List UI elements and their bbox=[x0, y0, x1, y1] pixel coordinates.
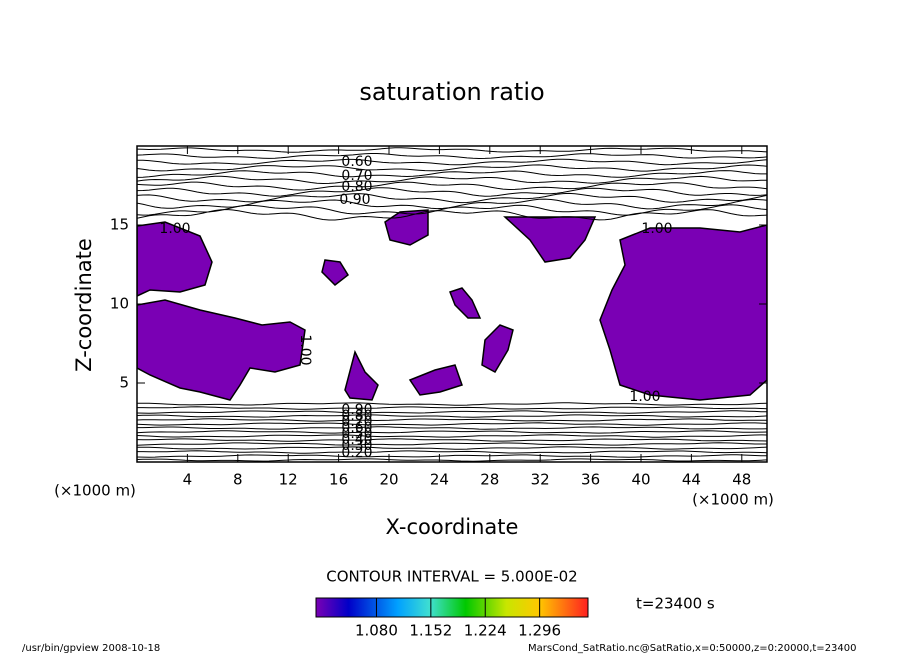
x-tick-label: 20 bbox=[379, 471, 398, 489]
contour-line bbox=[137, 153, 767, 160]
contour-label: 0.40 bbox=[341, 432, 372, 448]
contour-label: 1.00 bbox=[159, 221, 190, 237]
time-label: t=23400 s bbox=[636, 595, 715, 613]
contour-line bbox=[137, 458, 767, 462]
contour-line bbox=[137, 187, 767, 197]
x-tick-label: 8 bbox=[233, 471, 243, 489]
x-tick-label: 32 bbox=[531, 471, 550, 489]
colorbar-tick-label: 1.224 bbox=[464, 622, 507, 640]
contour-line bbox=[137, 442, 767, 446]
contour-label: 1.00 bbox=[297, 334, 313, 365]
contour-line bbox=[137, 418, 767, 422]
contour-label: 0.70 bbox=[341, 168, 372, 184]
x-unit-label: (×1000 m) bbox=[54, 482, 136, 500]
y-tick-label: 5 bbox=[119, 374, 129, 392]
y-tick-label: 15 bbox=[110, 216, 129, 234]
colorbar-tick-label: 1.152 bbox=[409, 622, 452, 640]
contour-line bbox=[137, 170, 767, 178]
x-axis-label: X-coordinate bbox=[386, 515, 519, 539]
y-axis-label: Z-coordinate bbox=[72, 238, 96, 372]
contour-line bbox=[137, 426, 767, 430]
contour-label: 0.90 bbox=[341, 402, 372, 418]
contour-lines bbox=[137, 147, 767, 462]
x-tick-label: 44 bbox=[682, 471, 701, 489]
contour-label: 0.90 bbox=[339, 192, 370, 208]
contour-label: 0.50 bbox=[341, 426, 372, 442]
footer-right: MarsCond_SatRatio.nc@SatRatio,x=0:50000,… bbox=[528, 643, 857, 654]
contour-label: 0.60 bbox=[341, 154, 372, 170]
colorbar-tick-label: 1.296 bbox=[518, 622, 561, 640]
contour-interval: CONTOUR INTERVAL = 5.000E-02 bbox=[326, 568, 577, 586]
x-tick-label: 36 bbox=[581, 471, 600, 489]
contour-label: 1.00 bbox=[629, 389, 660, 405]
contour-line bbox=[137, 430, 767, 434]
x-tick-label: 16 bbox=[329, 471, 348, 489]
x-tick-label: 40 bbox=[631, 471, 650, 489]
x-tick-label: 28 bbox=[480, 471, 499, 489]
contour-line bbox=[137, 434, 767, 438]
contour-label: 0.70 bbox=[341, 414, 372, 430]
contour-label: 1.00 bbox=[641, 221, 672, 237]
contour-line bbox=[137, 175, 767, 185]
contour-label: 0.20 bbox=[341, 445, 372, 461]
y-tick-label: 10 bbox=[110, 295, 129, 313]
contour-line bbox=[137, 410, 767, 414]
contour-label: 0.60 bbox=[341, 420, 372, 436]
contour-line bbox=[137, 422, 767, 426]
contour-line bbox=[137, 414, 767, 418]
x-tick-label: 48 bbox=[732, 471, 751, 489]
contour-label: 0.80 bbox=[341, 179, 372, 195]
contour-line bbox=[137, 446, 767, 450]
contour-line bbox=[137, 164, 767, 172]
contour-line bbox=[137, 438, 767, 442]
footer-left: /usr/bin/gpview 2008-10-18 bbox=[22, 643, 160, 654]
contour-line bbox=[137, 450, 767, 454]
contour-line bbox=[137, 192, 767, 204]
contour-line bbox=[137, 158, 767, 166]
contour-line bbox=[137, 181, 767, 191]
contour-label: 0.80 bbox=[341, 408, 372, 424]
x-unit-label: (×1000 m) bbox=[692, 491, 774, 509]
chart-title: saturation ratio bbox=[359, 78, 544, 106]
contour-line bbox=[137, 208, 767, 221]
contour-line bbox=[137, 147, 767, 153]
contour-line bbox=[137, 454, 767, 458]
contour-line bbox=[137, 402, 767, 406]
colorbar bbox=[315, 597, 589, 618]
x-tick-label: 4 bbox=[183, 471, 193, 489]
contour-label: 0.30 bbox=[341, 438, 372, 454]
x-tick-label: 24 bbox=[430, 471, 449, 489]
contour-line bbox=[137, 204, 767, 216]
contour-line bbox=[137, 406, 767, 410]
filled-regions bbox=[137, 209, 767, 401]
x-tick-label: 12 bbox=[279, 471, 298, 489]
colorbar-tick-label: 1.080 bbox=[355, 622, 398, 640]
